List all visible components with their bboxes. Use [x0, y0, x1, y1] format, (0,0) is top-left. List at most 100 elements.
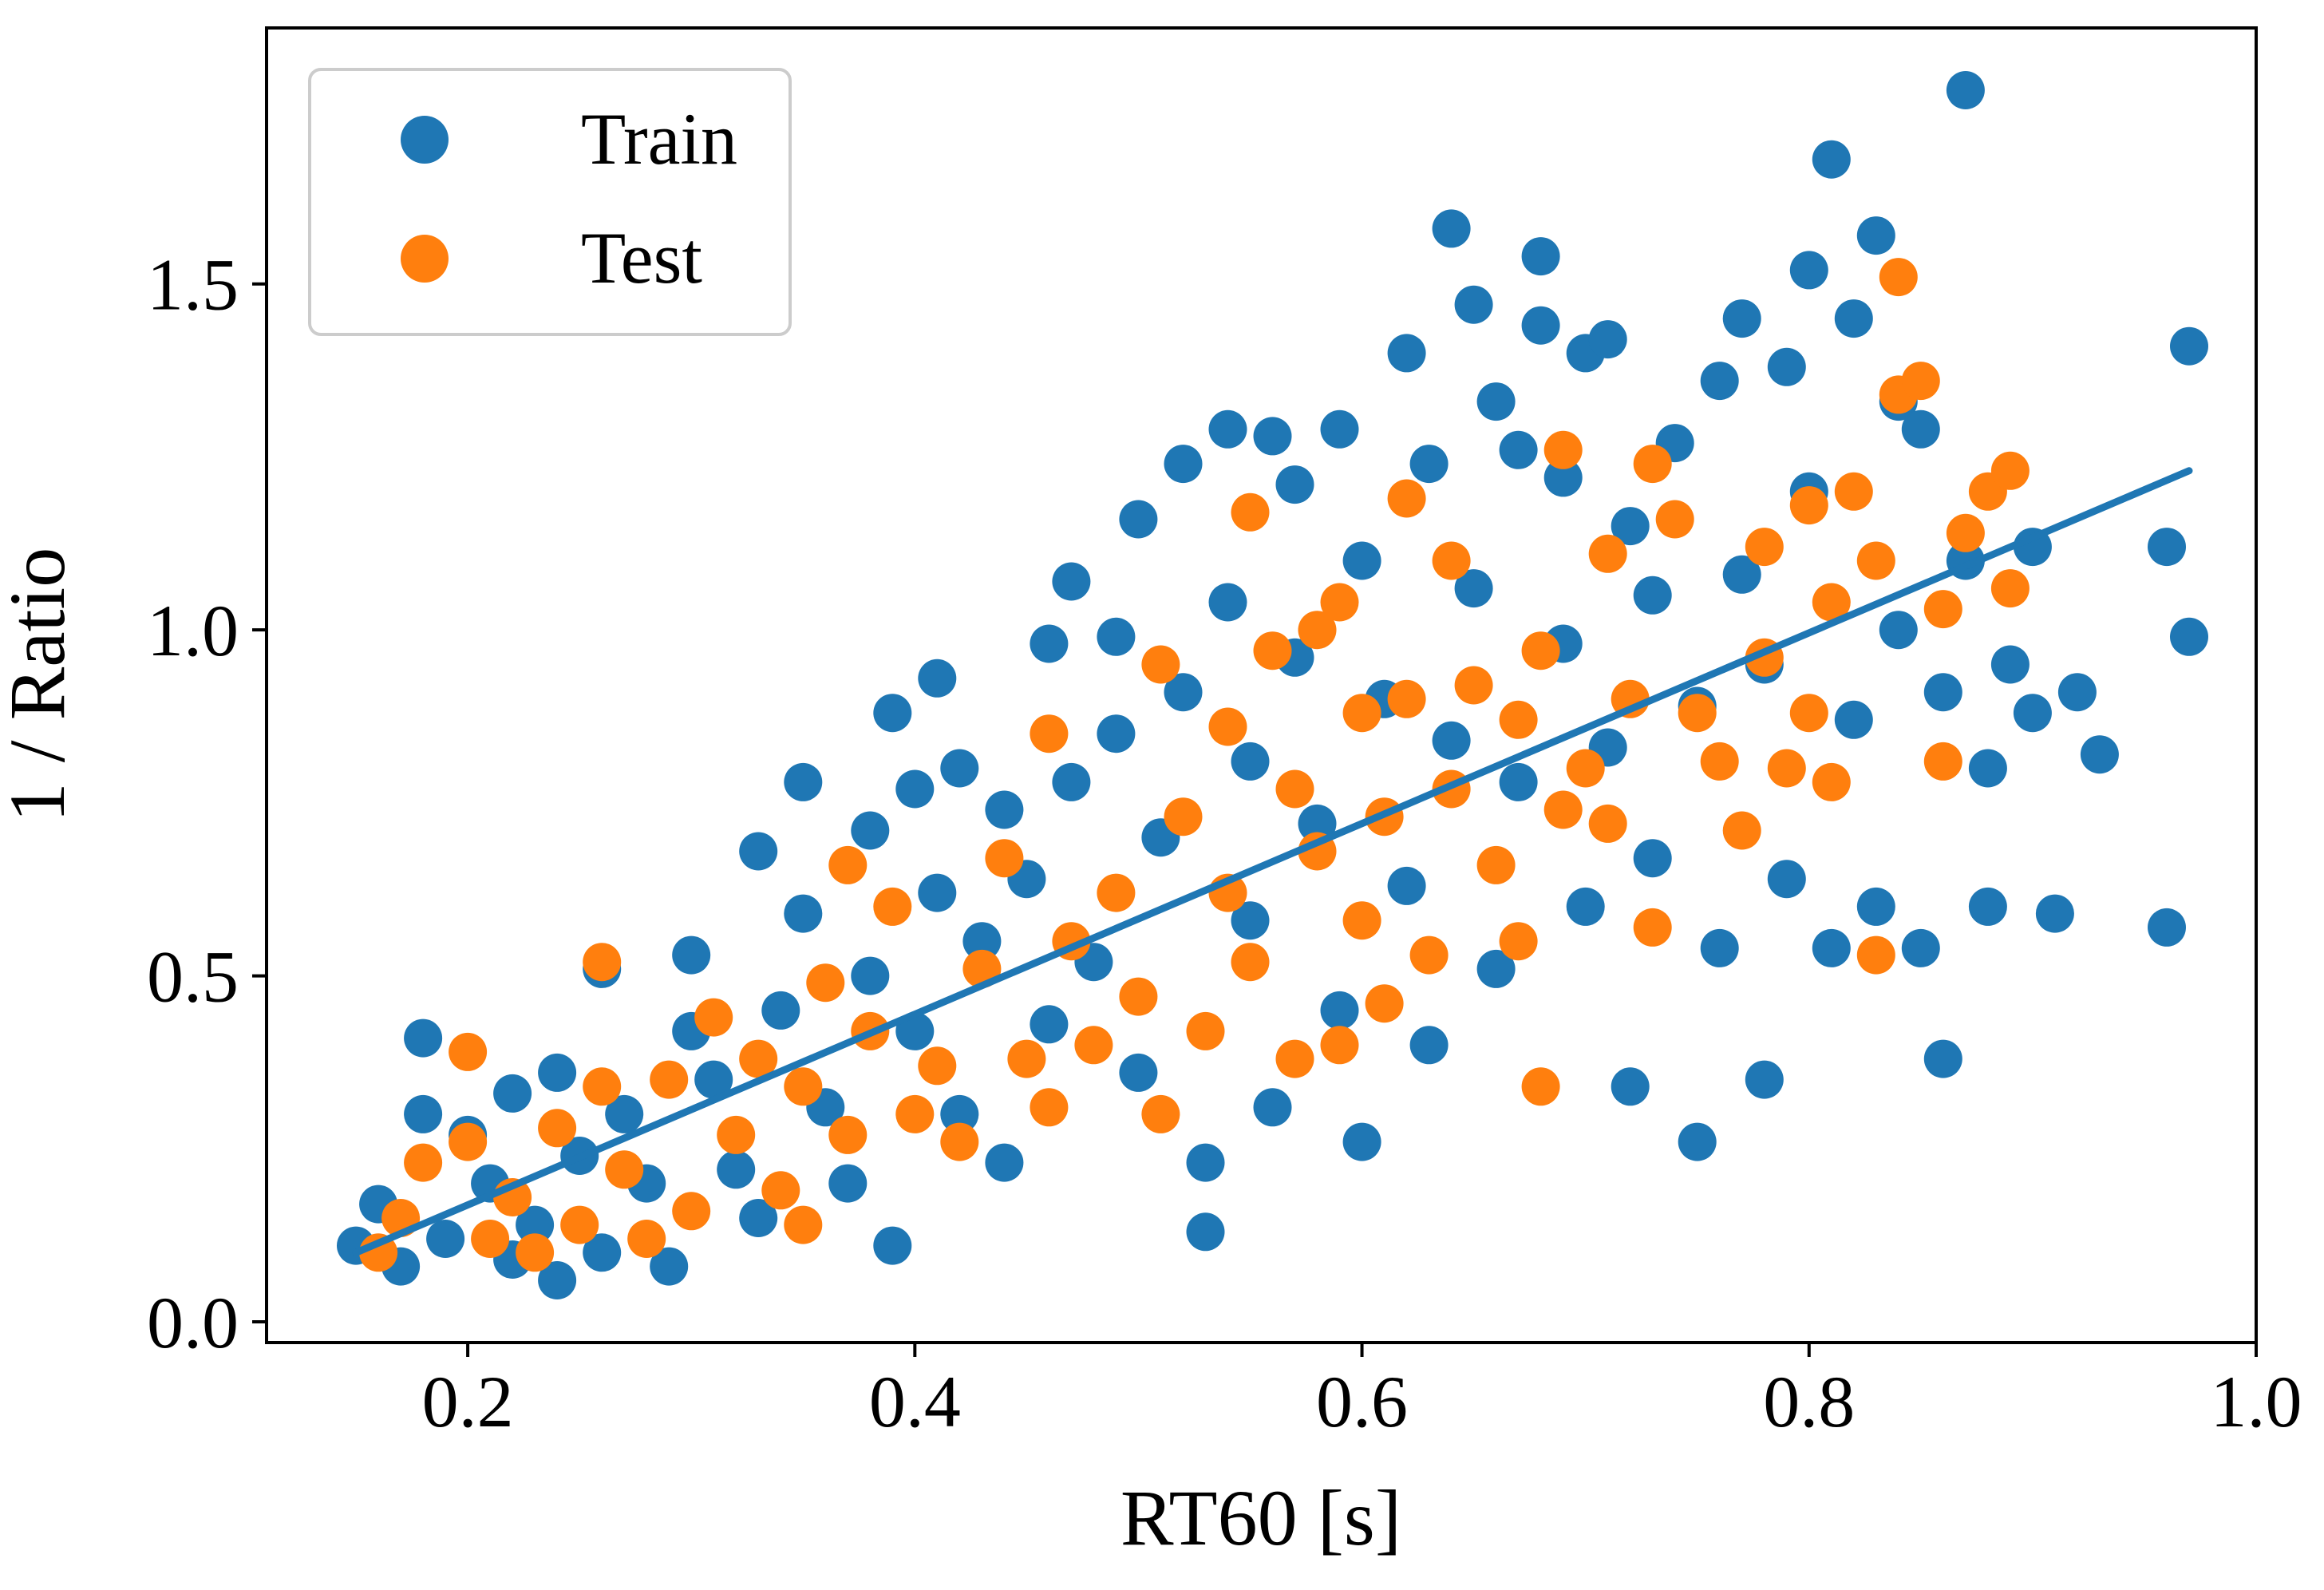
y-tick-label: 1.5: [147, 244, 239, 326]
point-test-48: [1275, 1039, 1314, 1078]
point-test-34: [1030, 1088, 1069, 1127]
point-test-20: [784, 1205, 823, 1244]
point-test-32: [1007, 1039, 1046, 1078]
point-train-85: [1521, 237, 1560, 276]
point-train-49: [1097, 617, 1136, 656]
point-test-33: [1030, 714, 1069, 753]
point-test-40: [1141, 645, 1180, 684]
point-test-39: [1141, 1094, 1180, 1133]
point-test-69: [1543, 430, 1583, 469]
trend-line: [352, 467, 2193, 1256]
point-train-131: [2148, 908, 2186, 947]
point-test-18: [739, 1039, 778, 1078]
x-axis: 0.2 0.4 0.6 0.8 1.0: [422, 1343, 2302, 1442]
point-test-9: [560, 1205, 599, 1244]
point-train-99: [1700, 362, 1739, 401]
point-train-16: [605, 1094, 644, 1133]
point-train-57: [1186, 1143, 1225, 1182]
point-test-16: [694, 998, 733, 1037]
point-test-4: [449, 1122, 488, 1161]
point-train-23: [739, 832, 778, 871]
point-train-29: [828, 1164, 868, 1203]
point-test-77: [1655, 500, 1694, 539]
point-train-95: [1633, 839, 1672, 878]
point-train-84: [1521, 306, 1560, 345]
legend[interactable]: Train Test: [308, 68, 792, 336]
point-train-117: [1901, 928, 1940, 967]
point-train-126: [2013, 694, 2052, 733]
point-train-21: [694, 1060, 733, 1099]
point-train-94: [1633, 575, 1672, 615]
point-test-53: [1320, 1026, 1359, 1065]
point-train-40: [962, 922, 1002, 961]
y-tick-label: 0.0: [147, 1282, 239, 1363]
point-train-44: [1030, 1005, 1069, 1044]
point-train-105: [1767, 347, 1806, 386]
x-axis-label: RT60 [s]: [1120, 1473, 1401, 1562]
point-train-24: [739, 1199, 778, 1237]
point-train-80: [1476, 382, 1516, 421]
point-train-114: [1856, 887, 1895, 926]
point-train-106: [1767, 860, 1806, 899]
point-train-68: [1320, 991, 1359, 1030]
point-train-118: [1901, 409, 1940, 449]
points-layer: [337, 71, 2208, 1299]
point-train-82: [1499, 430, 1538, 469]
point-train-134: [2170, 326, 2208, 366]
point-train-54: [1164, 673, 1203, 712]
y-tick-label: 1.0: [147, 590, 239, 671]
point-test-57: [1365, 984, 1404, 1023]
point-train-128: [2035, 894, 2074, 933]
point-train-30: [851, 811, 890, 850]
point-train-52: [1119, 500, 1158, 539]
point-test-91: [1879, 258, 1918, 297]
point-test-13: [627, 1220, 666, 1258]
point-train-27: [784, 894, 823, 933]
point-train-103: [1745, 1060, 1784, 1099]
point-train-62: [1253, 417, 1292, 456]
point-test-22: [806, 963, 845, 1003]
point-test-63: [1454, 666, 1493, 705]
point-train-3: [404, 1018, 443, 1058]
point-train-66: [1298, 804, 1337, 843]
point-test-23: [828, 1115, 868, 1154]
point-train-130: [2080, 735, 2119, 774]
point-test-71: [1566, 749, 1605, 788]
point-test-99: [1990, 451, 2030, 490]
point-test-26: [873, 887, 912, 926]
point-test-98: [1990, 569, 2030, 608]
point-test-28: [918, 1046, 957, 1086]
point-train-36: [918, 659, 957, 698]
legend-marker-train: [401, 116, 449, 164]
point-train-112: [1834, 700, 1873, 739]
point-test-52: [1320, 583, 1359, 622]
point-test-83: [1767, 749, 1806, 788]
point-train-111: [1834, 299, 1873, 338]
point-test-17: [717, 1115, 756, 1154]
point-test-54: [1342, 694, 1381, 733]
point-test-86: [1812, 762, 1851, 801]
point-test-78: [1678, 694, 1717, 733]
point-train-25: [761, 991, 800, 1030]
point-test-90: [1856, 541, 1895, 580]
point-train-63: [1253, 1088, 1292, 1127]
point-train-12: [538, 1053, 577, 1092]
point-train-90: [1588, 320, 1627, 359]
point-train-67: [1320, 409, 1359, 449]
point-train-22: [717, 1150, 756, 1189]
point-test-12: [605, 1150, 644, 1189]
point-train-5: [426, 1220, 465, 1258]
point-train-39: [940, 749, 979, 788]
point-test-5: [471, 1220, 510, 1258]
point-test-2: [404, 1143, 443, 1182]
point-train-120: [1923, 1039, 1962, 1078]
point-test-61: [1432, 541, 1471, 580]
series-test: [359, 258, 2030, 1272]
point-train-77: [1432, 721, 1471, 760]
x-tick-label: 0.2: [422, 1361, 514, 1442]
point-train-42: [985, 1143, 1024, 1182]
point-train-26: [784, 762, 823, 801]
x-tick-label: 0.8: [1763, 1361, 1855, 1442]
point-train-129: [2057, 673, 2097, 712]
